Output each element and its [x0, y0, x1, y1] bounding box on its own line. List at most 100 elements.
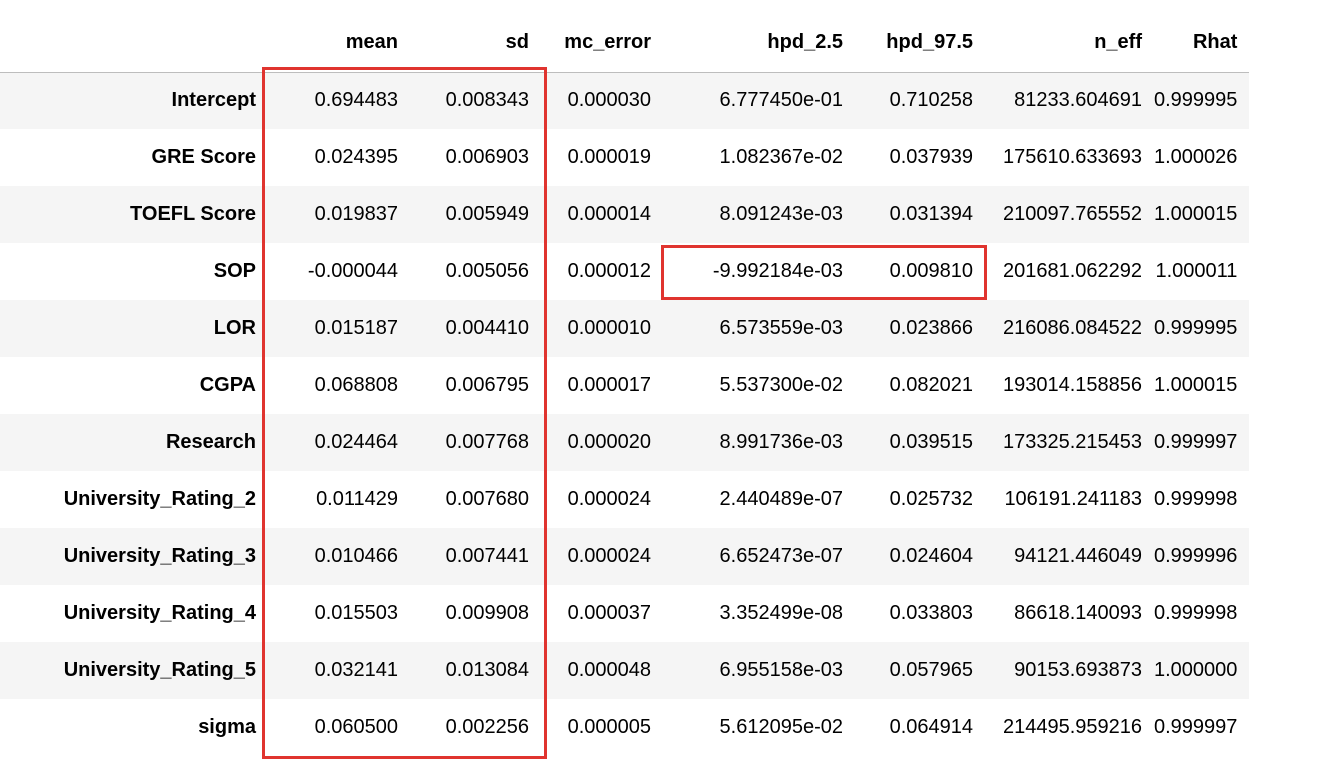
cell-mc-error: 0.000020	[567, 431, 651, 453]
cell-hpd-97-5: 0.031394	[889, 203, 973, 225]
column-header-sd: sd	[410, 14, 541, 73]
cell-n-eff: 81233.604691	[1014, 89, 1142, 112]
cell-n-eff: 106191.241183	[1004, 488, 1142, 510]
cell-sd: 0.006795	[445, 374, 529, 396]
cell-mc-error: 0.000017	[567, 374, 651, 396]
cell-mean: -0.000044	[307, 260, 398, 282]
cell-sd: 0.007768	[445, 431, 529, 453]
cell-sd: 0.013084	[445, 659, 529, 681]
row-label: University_Rating_3	[63, 545, 256, 567]
cell-hpd-2-5: 5.612095e-02	[719, 716, 843, 738]
table-row: University_Rating_5 0.032141 0.013084 0.000…	[0, 642, 1250, 699]
cell-hpd-97-5: 0.710258	[889, 89, 973, 112]
column-header-mean: mean	[268, 14, 410, 73]
cell-mc-error: 0.000012	[567, 260, 651, 282]
cell-mean: 0.019837	[314, 203, 398, 225]
row-label: CGPA	[199, 374, 256, 396]
table-row: University_Rating_2 0.011429 0.007680 0.000…	[0, 471, 1249, 528]
cell-mean: 0.068808	[314, 374, 398, 396]
row-label: LOR	[213, 317, 256, 339]
cell-sd: 0.002256	[445, 716, 529, 738]
cell-sd: 0.005949	[445, 203, 529, 225]
cell-n-eff: 86618.140093	[1014, 602, 1142, 624]
cell-n-eff: 94121.446049	[1014, 545, 1142, 567]
cell-sd: 0.004410	[445, 317, 529, 339]
column-header-n-eff: n_eff	[985, 14, 1154, 73]
cell-sd: 0.007680	[445, 488, 529, 510]
cell-mc-error: 0.000010	[567, 317, 651, 339]
cell-hpd-2-5: 2.440489e-07	[719, 488, 843, 510]
row-label: University_Rating_4	[63, 602, 256, 624]
cell-hpd-97-5: 0.037939	[889, 146, 973, 168]
cell-n-eff: 201681.062292	[1002, 260, 1142, 282]
cell-hpd-2-5: 6.573559e-03	[719, 317, 843, 339]
cell-mc-error: 0.000048	[567, 659, 651, 681]
cell-mc-error: 0.000024	[567, 545, 651, 567]
cell-mean: 0.010466	[314, 545, 398, 567]
row-label: Intercept	[171, 89, 256, 112]
cell-mc-error: 0.000024	[567, 488, 651, 510]
cell-rhat: 1.000015	[1154, 203, 1238, 225]
cell-n-eff: 210097.765552	[1002, 203, 1142, 225]
cell-mean: 0.015187	[314, 317, 398, 339]
cell-rhat: 1.000000	[1154, 659, 1238, 681]
cell-rhat: 0.999998	[1154, 602, 1238, 624]
row-label: TOEFL Score	[130, 203, 256, 225]
column-header-rhat: Rhat	[1154, 14, 1250, 73]
cell-sd: 0.008343	[445, 89, 529, 112]
cell-mean: 0.032141	[314, 659, 398, 681]
cell-n-eff: 214495.959216	[1002, 716, 1142, 738]
column-header-hpd-97-5: hpd_97.5	[855, 14, 985, 73]
cell-rhat: 0.999995	[1154, 317, 1238, 339]
index-header	[0, 14, 268, 73]
table-row: Intercept 0.694483 0.008343 0.000030 6.77745…	[0, 72, 1250, 129]
cell-mc-error: 0.000014	[567, 203, 651, 225]
cell-mean: 0.694483	[314, 89, 398, 112]
row-label: University_Rating_5	[63, 659, 256, 681]
cell-rhat: 1.000015	[1154, 374, 1238, 396]
column-header-hpd-2-5: hpd_2.5	[663, 14, 855, 73]
cell-mc-error: 0.000019	[567, 146, 651, 168]
cell-mean: 0.060500	[314, 716, 398, 738]
cell-n-eff: 175610.633693	[1002, 146, 1142, 168]
row-label: University_Rating_2	[63, 488, 256, 510]
cell-hpd-97-5: 0.023866	[889, 317, 973, 339]
table-row: Research 0.024464 0.007768 0.000020 8.991736…	[0, 414, 1250, 471]
cell-mean: 0.024464	[314, 431, 398, 453]
cell-hpd-2-5: 3.352499e-08	[719, 602, 843, 624]
cell-mc-error: 0.000005	[567, 716, 651, 738]
cell-hpd-97-5: 0.082021	[889, 374, 973, 396]
row-label: Research	[165, 431, 256, 453]
cell-mean: 0.015503	[314, 602, 398, 624]
table-row: GRE Score 0.024395 0.006903 0.000019 1.08236…	[0, 129, 1249, 186]
cell-hpd-2-5: 6.955158e-03	[719, 659, 843, 681]
cell-hpd-97-5: 0.039515	[889, 431, 973, 453]
cell-n-eff: 193014.158856	[1002, 374, 1142, 396]
column-header-mc-error: mc_error	[541, 14, 663, 73]
cell-mc-error: 0.000037	[567, 602, 651, 624]
cell-sd: 0.009908	[445, 602, 529, 624]
cell-rhat: 0.999998	[1154, 488, 1238, 510]
cell-mean: 0.011429	[316, 488, 398, 510]
cell-rhat: 0.999997	[1154, 716, 1238, 738]
header-row: mean sd mc_error hpd_2.5 hpd_97.5 n_eff …	[0, 14, 1250, 73]
table-row: SOP -0.000044 0.005056 0.000012 -9.992184e-0…	[0, 243, 1249, 300]
table-row: LOR 0.015187 0.004410 0.000010 6.573559e-03 0…	[0, 300, 1250, 357]
cell-mc-error: 0.000030	[567, 89, 651, 112]
cell-hpd-97-5: 0.057965	[889, 659, 973, 681]
cell-hpd-2-5: 6.652473e-07	[719, 545, 843, 567]
cell-rhat: 0.999996	[1154, 545, 1238, 567]
cell-hpd-2-5: -9.992184e-03	[712, 260, 843, 282]
cell-sd: 0.006903	[445, 146, 529, 168]
cell-hpd-2-5: 6.777450e-01	[719, 89, 843, 112]
cell-hpd-2-5: 5.537300e-02	[719, 374, 843, 396]
cell-hpd-97-5: 0.064914	[889, 716, 973, 738]
table-row: TOEFL Score 0.019837 0.005949 0.000014 8.091…	[0, 186, 1250, 243]
row-label: SOP	[213, 260, 256, 282]
cell-n-eff: 173325.215453	[1002, 431, 1142, 453]
cell-hpd-97-5: 0.024604	[889, 545, 973, 567]
cell-sd: 0.005056	[445, 260, 529, 282]
cell-rhat: 0.999995	[1154, 89, 1238, 112]
cell-hpd-2-5: 8.991736e-03	[719, 431, 843, 453]
